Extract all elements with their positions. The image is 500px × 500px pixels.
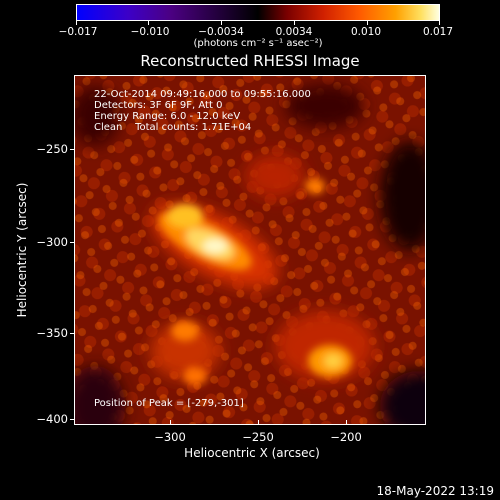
image-title: Reconstructed RHESSI Image: [140, 52, 360, 70]
y-axis-title: Heliocentric Y (arcsec): [15, 182, 29, 318]
x-tick-label: −250: [242, 430, 274, 444]
x-tick: [346, 420, 347, 425]
x-tick: [170, 420, 171, 425]
colorbar: [76, 4, 440, 21]
x-tick-label: −200: [330, 430, 362, 444]
y-tick-label: −250: [36, 142, 68, 156]
y-tick: [70, 333, 75, 334]
solar-image: 22-Oct-2014 09:49:16.000 to 09:55:16.000…: [74, 75, 426, 425]
y-tick: [70, 149, 75, 150]
colorbar-label: −0.017: [58, 26, 98, 38]
y-tick-label: −350: [36, 326, 68, 340]
colorbar-tick: [221, 20, 222, 25]
colorbar-tick: [294, 20, 295, 25]
info-line-clean: Clean Total counts: 1.71E+04: [94, 122, 252, 133]
colorbar-label: −0.0034: [198, 26, 244, 38]
y-tick: [70, 242, 75, 243]
x-tick-label: −300: [154, 430, 186, 444]
colorbar-label: −0.010: [130, 26, 170, 38]
solar-image-canvas: [75, 76, 425, 424]
info-line-time: 22-Oct-2014 09:49:16.000 to 09:55:16.000: [94, 89, 311, 100]
y-tick: [70, 419, 75, 420]
x-axis-title: Heliocentric X (arcsec): [184, 446, 320, 460]
colorbar-label: 0.017: [422, 26, 454, 38]
info-line-detectors: Detectors: 3F 6F 9F, Att 0: [94, 100, 223, 111]
y-tick-label: −400: [36, 412, 68, 426]
date-stamp: 18-May-2022 13:19: [376, 484, 494, 498]
colorbar-tick: [76, 20, 77, 25]
colorbar-unit: (photons cm⁻² s⁻¹ asec⁻²): [193, 38, 323, 49]
colorbar-label: 0.0034: [275, 26, 313, 38]
y-tick-label: −300: [36, 235, 68, 249]
colorbar-tick: [439, 20, 440, 25]
info-line-energy: Energy Range: 6.0 - 12.0 keV: [94, 111, 241, 122]
x-tick: [258, 420, 259, 425]
peak-position: Position of Peak = [-279,-301]: [94, 398, 244, 409]
colorbar-tick: [148, 20, 149, 25]
colorbar-label: 0.010: [350, 26, 382, 38]
colorbar-tick: [367, 20, 368, 25]
